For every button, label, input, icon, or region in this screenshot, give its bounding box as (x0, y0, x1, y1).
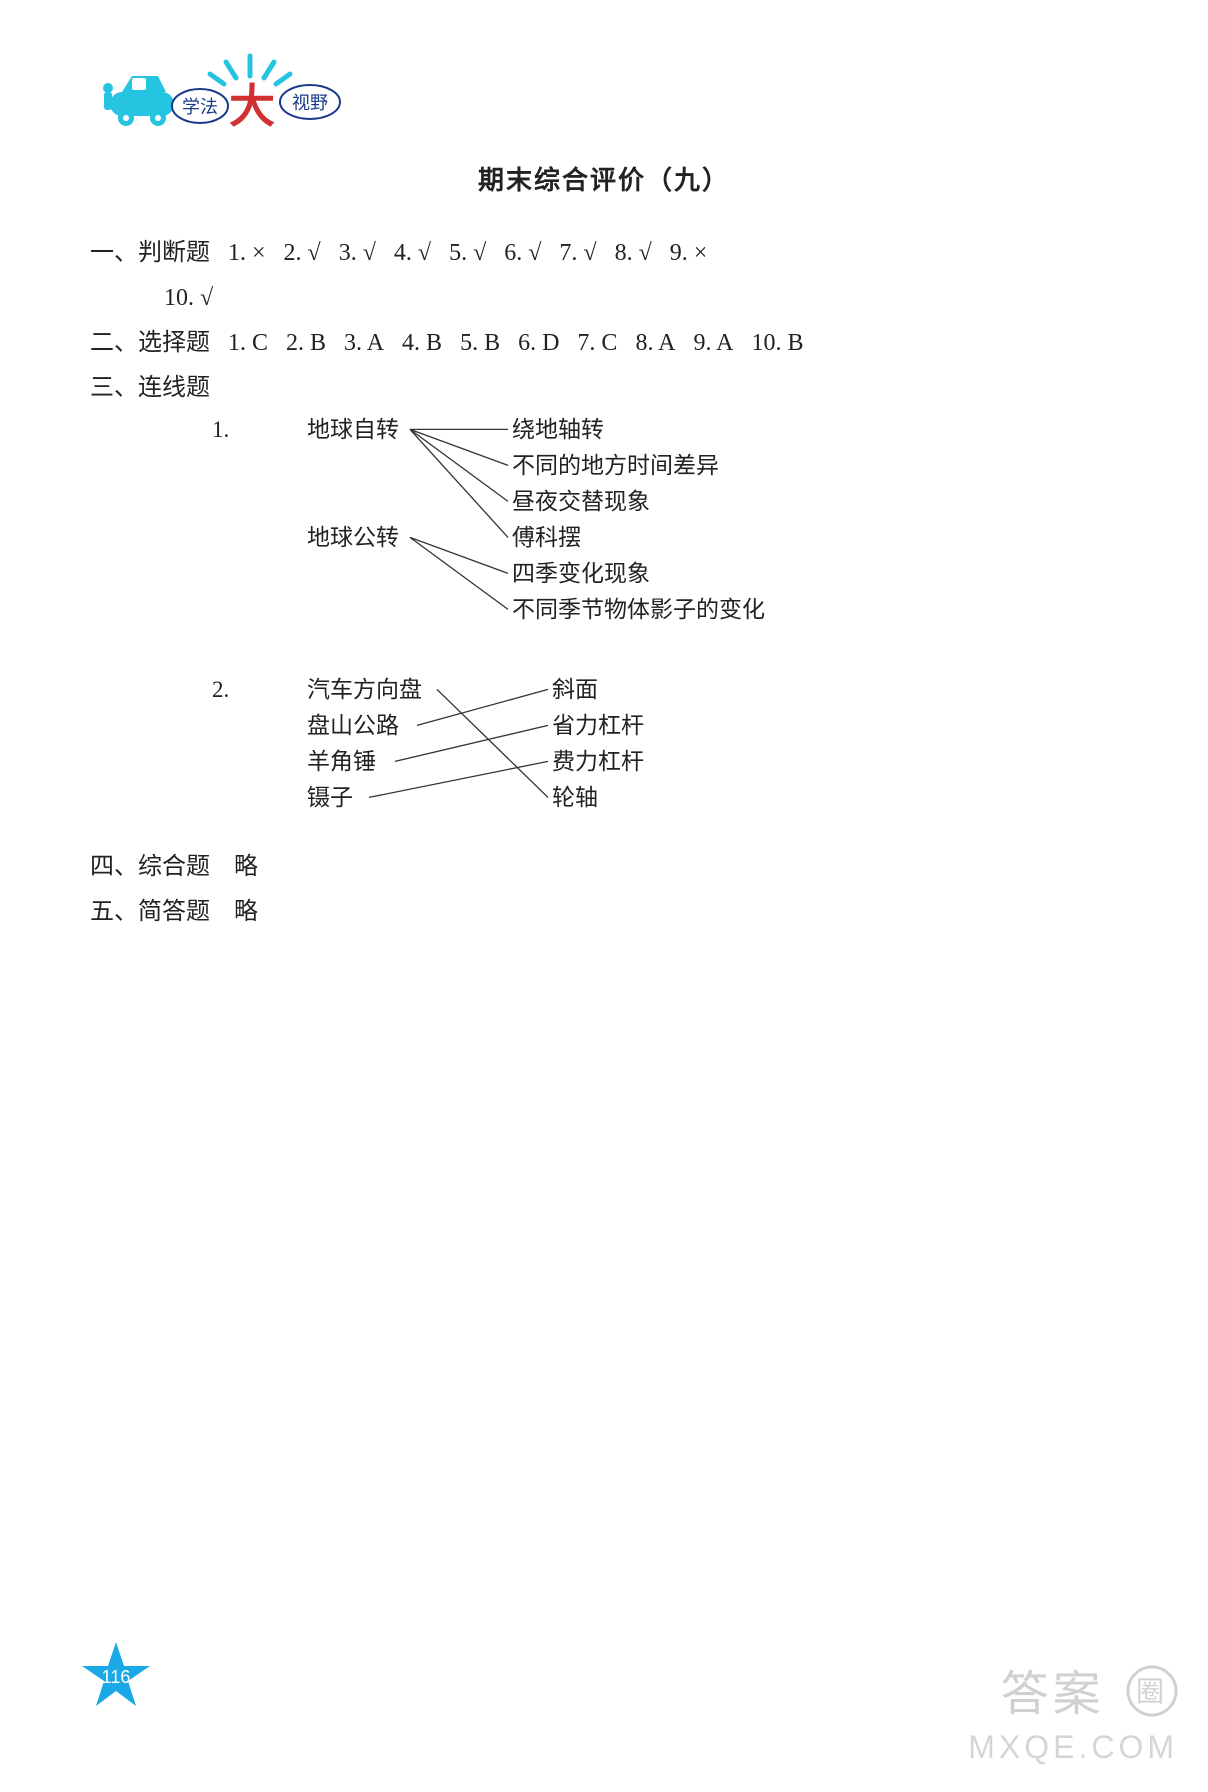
judge-item: 5. √ (437, 240, 486, 266)
match-label-line: 三、连线题 (90, 366, 1118, 411)
judge-item: 4. √ (382, 240, 431, 266)
pill-xuefa: 学法 (172, 89, 228, 123)
pill-xuefa-text: 学法 (182, 97, 218, 117)
sun-rays-icon (210, 56, 290, 84)
watermark-top: 答案 圈 (968, 1654, 1178, 1729)
match-right-label: 省力杠杆 (552, 713, 644, 738)
judge-answers-line2: 10. √ (152, 285, 219, 311)
logo-svg: 学法 大 视野 (100, 48, 360, 138)
choice-label: 二、选择题 (90, 330, 210, 356)
judge-item: 10. √ (152, 285, 213, 311)
judge-line-1: 一、判断题 1. × 2. √ 3. √ 4. √ 5. √ 6. √ 7. √… (90, 231, 1118, 276)
pill-shiye: 视野 (280, 85, 340, 119)
content: 一、判断题 1. × 2. √ 3. √ 4. √ 5. √ 6. √ 7. √… (90, 231, 1118, 935)
match-left-label: 汽车方向盘 (307, 677, 422, 702)
match-right-label: 轮轴 (552, 785, 598, 810)
judge-line-2: 10. √ (90, 276, 1118, 321)
logo: 学法 大 视野 (100, 48, 360, 138)
match-right-label: 昼夜交替现象 (512, 489, 650, 514)
judge-label: 一、判断题 (90, 240, 210, 266)
match-q-number: 2. (212, 677, 229, 702)
match-right-label: 绕地轴转 (512, 417, 604, 442)
choice-item: 3. A (332, 330, 384, 356)
watermark-url: MXQE.COM (968, 1729, 1178, 1766)
judge-item: 6. √ (492, 240, 541, 266)
match-right-label: 不同季节物体影子的变化 (512, 597, 765, 622)
match-right-label: 费力杠杆 (552, 749, 644, 774)
summary-ans: 略 (234, 854, 258, 880)
logo-big-char: 大 (229, 81, 275, 132)
choice-item: 9. A (681, 330, 733, 356)
choice-item: 6. D (506, 330, 559, 356)
short-label: 五、简答题 (90, 899, 210, 925)
watermark: 答案 圈 MXQE.COM (968, 1654, 1178, 1766)
judge-item: 2. √ (272, 240, 321, 266)
page-number-star: 116 (80, 1640, 152, 1712)
summary-label: 四、综合题 (90, 854, 210, 880)
match-right-label: 傅科摆 (512, 525, 581, 550)
match-svg-1: 1. 地球自转地球公转 绕地轴转不同的地方时间差异昼夜交替现象傅科摆四季变化现象不同… (152, 415, 872, 641)
match-edge (369, 761, 548, 797)
judge-item: 3. √ (327, 240, 376, 266)
match-edge (410, 537, 508, 609)
watermark-circle-icon: 圈 (1126, 1665, 1178, 1729)
judge-item: 1. × (216, 240, 266, 266)
judge-item: 9. × (658, 240, 708, 266)
match-edge (410, 429, 508, 465)
choice-line: 二、选择题 1. C 2. B 3. A 4. B 5. B 6. D 7. C… (90, 321, 1118, 366)
match-label: 三、连线题 (90, 375, 210, 401)
page-title: 期末综合评价（九） (90, 160, 1118, 197)
match-right-label: 不同的地方时间差异 (512, 453, 719, 478)
car-icon (103, 76, 174, 126)
pill-shiye-text: 视野 (292, 93, 328, 113)
match-right-label: 斜面 (552, 677, 598, 702)
match-left-label: 地球公转 (307, 525, 399, 550)
watermark-circle-glyph: 圈 (1136, 1676, 1168, 1707)
judge-item: 7. √ (547, 240, 596, 266)
match-edge (410, 429, 508, 501)
judge-item: 8. √ (603, 240, 652, 266)
judge-answers-line1: 1. × 2. √ 3. √ 4. √ 5. √ 6. √ 7. √ 8. √ … (216, 240, 713, 266)
choice-item: 2. B (274, 330, 326, 356)
match-edge (395, 725, 548, 761)
match-edge (437, 689, 548, 797)
short-line: 五、简答题 略 (90, 890, 1118, 935)
short-ans: 略 (234, 899, 258, 925)
choice-item: 7. C (565, 330, 617, 356)
match-left-label: 镊子 (307, 785, 353, 810)
match-svg-2: 2. 汽车方向盘盘山公路羊角锤镊子 斜面省力杠杆费力杠杆轮轴 (152, 675, 772, 829)
match-right-label: 四季变化现象 (512, 561, 650, 586)
match-q-number: 1. (212, 417, 229, 442)
choice-answers: 1. C 2. B 3. A 4. B 5. B 6. D 7. C 8. A … (216, 330, 809, 356)
star-icon: 116 (80, 1640, 152, 1712)
match-edge (417, 689, 548, 725)
summary-line: 四、综合题 略 (90, 845, 1118, 890)
choice-item: 8. A (623, 330, 675, 356)
match-left-label: 盘山公路 (307, 713, 399, 738)
watermark-text: 答案 (1001, 1668, 1105, 1721)
page: 学法 大 视野 期末综合评价（九） 一、判断题 1. × 2. √ 3. √ 4… (0, 0, 1208, 1792)
choice-item: 5. B (448, 330, 500, 356)
match-left-label: 羊角锤 (307, 749, 376, 774)
match-q1: 1. 地球自转地球公转 绕地轴转不同的地方时间差异昼夜交替现象傅科摆四季变化现象不同… (90, 415, 1118, 657)
choice-item: 1. C (216, 330, 268, 356)
match-q2: 2. 汽车方向盘盘山公路羊角锤镊子 斜面省力杠杆费力杠杆轮轴 (90, 675, 1118, 845)
choice-item: 4. B (390, 330, 442, 356)
choice-item: 10. B (739, 330, 803, 356)
match-edge (410, 429, 508, 537)
page-number: 116 (102, 1667, 131, 1687)
match-edge (410, 537, 508, 573)
match-left-label: 地球自转 (307, 417, 399, 442)
